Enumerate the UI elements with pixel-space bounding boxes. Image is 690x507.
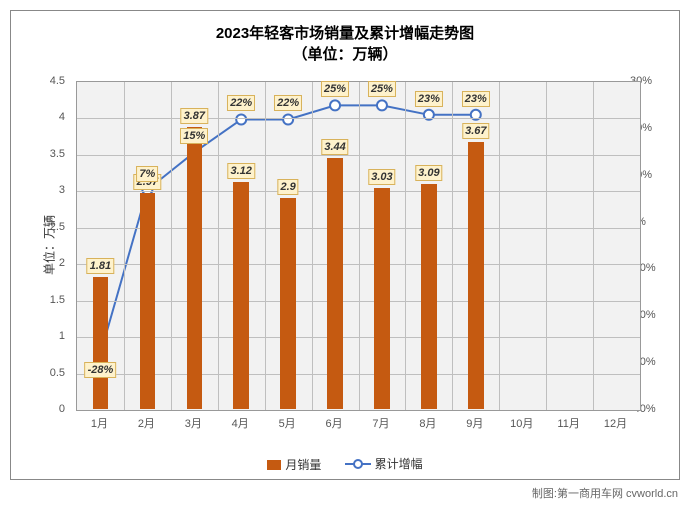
line-value-label: -28%	[85, 362, 117, 378]
y-left-tick: 0.5	[50, 367, 65, 379]
bar	[187, 127, 202, 409]
y-left-tick: 2	[59, 257, 65, 269]
title-line1: 2023年轻客市场销量及累计增幅走势图	[11, 23, 679, 44]
legend-bar-label: 月销量	[285, 456, 321, 473]
gridline-vertical	[312, 82, 313, 410]
x-tick-label: 4月	[232, 415, 249, 431]
gridline-vertical	[546, 82, 547, 410]
bar-value-label: 1.81	[87, 258, 114, 274]
bar	[468, 142, 483, 410]
legend-bar-swatch	[267, 460, 281, 470]
gridline-horizontal	[77, 264, 640, 265]
chart-container: 2023年轻客市场销量及累计增幅走势图 （单位：万辆） 单位：万辆 00.511…	[0, 0, 690, 507]
x-tick-label: 3月	[185, 415, 202, 431]
gridline-vertical	[218, 82, 219, 410]
legend-item-bar: 月销量	[267, 456, 321, 473]
bar	[374, 188, 389, 409]
line-value-label: 7%	[136, 166, 158, 182]
bar	[421, 184, 436, 409]
bar	[140, 193, 155, 409]
x-tick-label: 7月	[372, 415, 389, 431]
gridline-horizontal	[77, 337, 640, 338]
bar-value-label: 3.44	[321, 139, 348, 155]
x-tick-label: 6月	[325, 415, 342, 431]
bar-value-label: 2.9	[277, 179, 298, 195]
y-axis-left: 00.511.522.533.544.5	[11, 81, 71, 411]
title-line2: （单位：万辆）	[11, 44, 679, 65]
gridline-vertical	[265, 82, 266, 410]
gridline-vertical	[405, 82, 406, 410]
line-value-label: 22%	[227, 95, 255, 111]
bar-value-label: 3.87	[181, 108, 208, 124]
x-axis-labels: 1月 2月 3月 4月 5月 6月 7月 8月 9月 10月 11月 12月	[76, 415, 641, 431]
gridline-vertical	[452, 82, 453, 410]
line-marker	[236, 114, 246, 124]
bar-value-label: 3.03	[368, 169, 395, 185]
line-marker	[283, 114, 293, 124]
y-left-tick: 1.5	[50, 294, 65, 306]
legend: 月销量 累计增幅	[11, 455, 679, 473]
bar	[280, 198, 295, 409]
x-tick-label: 2月	[138, 415, 155, 431]
bar-value-label: 3.67	[462, 123, 489, 139]
x-tick-label: 11月	[557, 415, 579, 431]
gridline-horizontal	[77, 118, 640, 119]
x-tick-label: 8月	[419, 415, 436, 431]
gridline-vertical	[359, 82, 360, 410]
gridline-horizontal	[77, 374, 640, 375]
line-value-label: 25%	[321, 81, 349, 97]
line-value-label: 15%	[180, 128, 208, 144]
gridline-vertical	[499, 82, 500, 410]
legend-item-line: 累计增幅	[345, 455, 423, 472]
bar-value-label: 3.09	[415, 165, 442, 181]
gridline-horizontal	[77, 191, 640, 192]
legend-line-swatch	[345, 458, 371, 470]
x-tick-label: 9月	[466, 415, 483, 431]
line-marker	[330, 100, 340, 110]
x-tick-label: 12月	[604, 415, 627, 431]
y-left-tick: 4.5	[50, 75, 65, 87]
line-value-label: 25%	[368, 81, 396, 97]
legend-line-label: 累计增幅	[375, 455, 423, 472]
line-marker	[377, 100, 387, 110]
y-left-tick: 3.5	[50, 148, 65, 160]
gridline-horizontal	[77, 228, 640, 229]
y-left-tick: 3	[59, 184, 65, 196]
bar	[233, 182, 248, 409]
gridline-vertical	[171, 82, 172, 410]
y-left-tick: 0	[59, 403, 65, 415]
plot-area: 1.812.973.873.122.93.443.033.093.67-28%7…	[76, 81, 641, 411]
y-left-tick: 2.5	[50, 221, 65, 233]
chart-title: 2023年轻客市场销量及累计增幅走势图 （单位：万辆）	[11, 11, 679, 65]
line-value-label: 23%	[415, 91, 443, 107]
y-left-tick: 1	[59, 330, 65, 342]
gridline-vertical	[593, 82, 594, 410]
x-tick-label: 10月	[510, 415, 533, 431]
x-tick-label: 1月	[91, 415, 108, 431]
bar-value-label: 3.12	[227, 163, 254, 179]
y-left-tick: 4	[59, 111, 65, 123]
credit-text: 制图:第一商用车网 cvworld.cn	[532, 485, 678, 501]
line-value-label: 22%	[274, 95, 302, 111]
line-value-label: 23%	[462, 91, 490, 107]
gridline-horizontal	[77, 301, 640, 302]
gridline-vertical	[124, 82, 125, 410]
x-tick-label: 5月	[279, 415, 296, 431]
gridline-horizontal	[77, 155, 640, 156]
bar	[327, 158, 342, 409]
bar	[93, 277, 108, 409]
chart-inner-frame: 2023年轻客市场销量及累计增幅走势图 （单位：万辆） 单位：万辆 00.511…	[10, 10, 680, 480]
